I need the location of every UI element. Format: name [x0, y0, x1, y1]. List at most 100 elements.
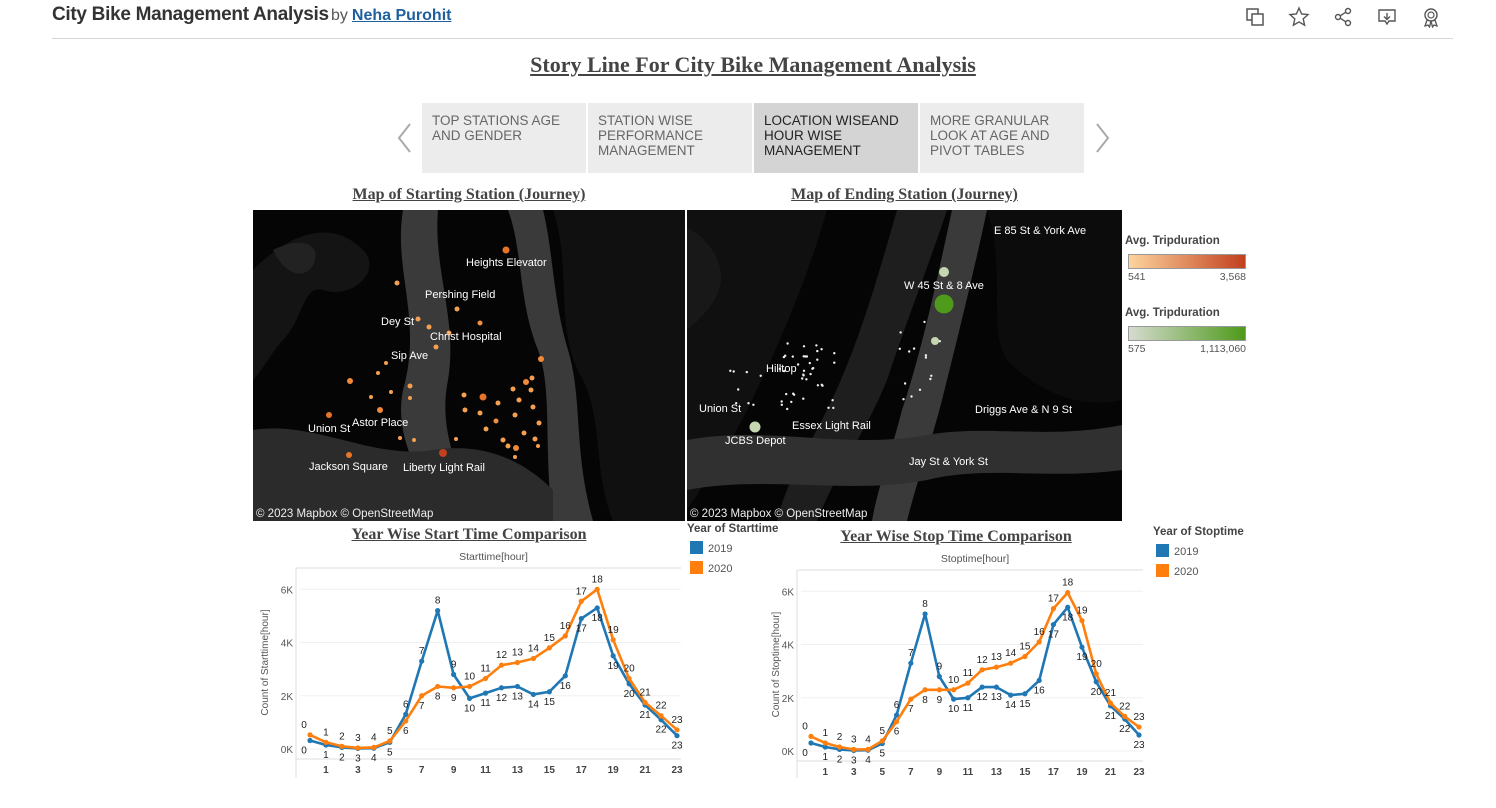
end-color-max: 1,113,060	[1200, 343, 1246, 355]
start-time-line-chart[interactable]: Starttime[hour] Count of Starttime[hour] 0…	[253, 546, 685, 778]
x-tick-label: 23	[1133, 767, 1145, 778]
station-dot	[408, 396, 412, 400]
data-label: 23	[671, 741, 683, 752]
station-dot	[530, 404, 536, 410]
data-label: 5	[387, 726, 393, 737]
station-dot	[791, 355, 794, 358]
next-story-point-button[interactable]	[1092, 118, 1112, 158]
stop-time-line-chart[interactable]: Stoptime[hour] Count of Stoptime[hour] 0K 2…	[764, 548, 1148, 778]
end-station-map[interactable]: E 85 St & York Ave W 45 St & 8 Ave Hilltop…	[687, 210, 1122, 521]
station-dot	[483, 426, 489, 432]
data-point-2020	[482, 675, 489, 682]
station-dot	[820, 348, 823, 351]
station-dot	[939, 267, 949, 277]
station-dot	[816, 358, 819, 361]
data-label: 18	[592, 613, 604, 624]
copy-icon[interactable]	[1244, 6, 1266, 28]
data-point-2020	[1008, 660, 1014, 666]
data-point-2019	[1008, 692, 1014, 698]
data-point-2019	[546, 689, 552, 695]
download-icon[interactable]	[1376, 6, 1398, 28]
author-link[interactable]: Neha Purohit	[351, 7, 452, 24]
data-point-2019	[951, 696, 957, 702]
story-point-3-active[interactable]: LOCATION WISEAND HOUR WISE MANAGEMENT	[754, 103, 918, 173]
data-point-2020	[851, 746, 857, 753]
station-label: Heights Elevator	[466, 257, 547, 269]
station-dot	[912, 347, 916, 350]
data-label: 15	[1019, 642, 1031, 653]
station-dot	[369, 395, 373, 399]
end-color-ramp	[1128, 326, 1246, 341]
data-point-2020	[1050, 606, 1057, 612]
station-label: Jackson Square	[309, 461, 388, 473]
swatch-2020	[690, 561, 703, 574]
x-tick-label: 23	[671, 765, 683, 776]
y-tick-label: 6K	[782, 587, 795, 598]
data-label: 9	[937, 661, 943, 672]
favorite-star-icon[interactable]	[1288, 6, 1310, 28]
y-tick-label: 4K	[281, 639, 294, 650]
data-label: 7	[419, 701, 425, 712]
data-label: 21	[640, 710, 652, 721]
station-dot	[812, 366, 815, 370]
station-dot	[737, 388, 740, 391]
story-point-4[interactable]: MORE GRANULAR LOOK AT AGE AND PIVOT TABL…	[920, 103, 1084, 173]
data-point-2019	[1093, 679, 1099, 685]
legend-label: 2020	[708, 563, 733, 575]
data-point-2020	[435, 683, 441, 690]
data-label: 18	[592, 574, 604, 585]
story-point-2[interactable]: STATION WISE PERFORMANCE MANAGEMENT	[588, 103, 752, 173]
data-point-2020	[1122, 713, 1128, 719]
data-point-2020	[514, 659, 521, 666]
start-station-map[interactable]: Heights Elevator Pershing Field Dey St Chri…	[253, 210, 685, 521]
data-label: 16	[560, 681, 572, 692]
start-color-ramp	[1128, 254, 1246, 269]
station-label: Union St	[308, 423, 350, 435]
x-tick-label: 19	[1076, 767, 1088, 778]
viz-header: City Bike Management Analysis by Neha Pur…	[52, 0, 1453, 39]
story-point-1[interactable]: TOP STATIONS AGE AND GENDER	[422, 103, 586, 173]
station-dot	[786, 342, 789, 345]
data-label: 1	[822, 752, 828, 763]
data-label: 7	[908, 704, 914, 715]
data-label: 9	[937, 695, 943, 706]
data-point-2020	[993, 664, 999, 670]
station-dot	[790, 400, 793, 404]
station-label: JCBS Depot	[725, 435, 786, 447]
station-dot	[536, 444, 540, 448]
data-label: 14	[528, 644, 540, 655]
data-point-2019	[674, 733, 680, 739]
share-icon[interactable]	[1332, 6, 1354, 28]
data-point-2020	[1036, 639, 1042, 645]
data-label: 12	[977, 692, 989, 703]
station-dot	[384, 361, 388, 365]
data-point-2020	[498, 662, 505, 668]
stop-year-legend-2019[interactable]: 2019	[1156, 544, 1198, 558]
data-label: 19	[1076, 606, 1088, 617]
data-point-2019	[979, 684, 985, 690]
prev-story-point-button[interactable]	[395, 118, 415, 158]
stop-year-legend-2020[interactable]: 2020	[1156, 564, 1198, 578]
data-label: 6	[894, 700, 900, 711]
data-label: 15	[544, 633, 556, 644]
data-label: 13	[512, 691, 524, 702]
data-point-2019	[435, 608, 441, 614]
data-label: 2	[339, 752, 345, 763]
award-ribbon-icon[interactable]	[1420, 6, 1442, 29]
x-tick-label: 1	[822, 767, 828, 778]
start-year-legend-2020[interactable]: 2020	[690, 561, 732, 575]
data-label: 21	[1105, 711, 1117, 722]
series-line-2020	[309, 587, 678, 750]
y-tick-label: 2K	[782, 694, 795, 705]
station-dot	[816, 384, 820, 387]
start-chart-svg: Starttime[hour] Count of Starttime[hour] 0…	[260, 551, 683, 778]
data-label: 4	[865, 734, 871, 745]
station-dot	[747, 402, 750, 405]
station-dot	[454, 437, 458, 441]
start-year-legend-2019[interactable]: 2019	[690, 541, 732, 555]
data-point-2019	[965, 695, 971, 701]
data-label: 4	[371, 732, 377, 743]
station-dot	[389, 390, 393, 394]
start-color-min: 541	[1128, 271, 1146, 283]
data-label: 0	[802, 721, 808, 732]
